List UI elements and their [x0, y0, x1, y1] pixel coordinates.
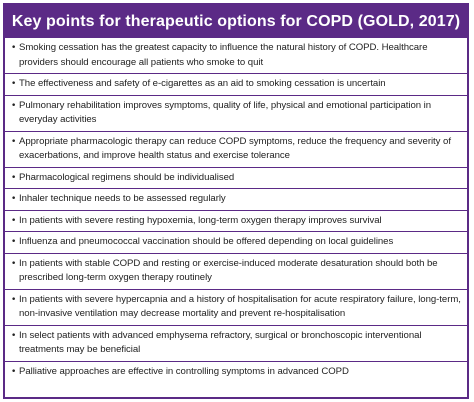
list-item-text: Pharmacological regimens should be indiv…	[19, 171, 235, 183]
list-item: • Influenza and pneumococcal vaccination…	[5, 232, 467, 254]
list-item: • Palliative approaches are effective in…	[5, 362, 467, 383]
list-item: • Pulmonary rehabilitation improves symp…	[5, 96, 467, 132]
bullet-icon: •	[11, 79, 17, 89]
list-item: • Pharmacological regimens should be ind…	[5, 168, 467, 189]
list-item-text: Palliative approaches are effective in c…	[19, 365, 349, 377]
list-item: • The effectiveness and safety of e-ciga…	[5, 74, 467, 96]
title-bar: Key points for therapeutic options for C…	[5, 5, 467, 38]
bullet-icon: •	[11, 237, 17, 247]
list-item: • Smoking cessation has the greatest cap…	[5, 38, 467, 74]
list-item-text: In patients with severe resting hypoxemi…	[19, 214, 382, 226]
list-item-text: In patients with severe hypercapnia and …	[19, 293, 461, 320]
panel-title: Key points for therapeutic options for C…	[11, 12, 461, 30]
list-item: • Inhaler technique needs to be assessed…	[5, 189, 467, 211]
list-item-text: In select patients with advanced emphyse…	[19, 329, 422, 356]
list-item-text: Influenza and pneumococcal vaccination s…	[19, 236, 394, 247]
bullet-icon: •	[11, 215, 17, 226]
bullet-icon: •	[11, 258, 17, 269]
bullet-icon: •	[11, 366, 17, 377]
key-points-list: • Smoking cessation has the greatest cap…	[5, 38, 467, 382]
bullet-icon: •	[11, 330, 17, 341]
bullet-icon: •	[11, 194, 17, 204]
list-item-text: Appropriate pharmacologic therapy can re…	[19, 135, 451, 162]
list-item: • In patients with severe hypercapnia an…	[5, 290, 467, 326]
bullet-icon: •	[11, 172, 17, 183]
bullet-icon: •	[11, 100, 17, 111]
bullet-icon: •	[11, 43, 17, 53]
bullet-icon: •	[11, 136, 17, 147]
key-points-panel: Key points for therapeutic options for C…	[3, 3, 469, 399]
list-item: • In patients with severe resting hypoxe…	[5, 211, 467, 232]
bullet-icon: •	[11, 294, 17, 305]
list-item-text: Smoking cessation has the greatest capac…	[19, 42, 428, 68]
list-item-text: Inhaler technique needs to be assessed r…	[19, 193, 226, 204]
list-item: • Appropriate pharmacologic therapy can …	[5, 132, 467, 168]
list-item: • In patients with stable COPD and resti…	[5, 254, 467, 290]
list-item-text: In patients with stable COPD and resting…	[19, 257, 438, 284]
list-item-text: The effectiveness and safety of e-cigare…	[19, 78, 386, 89]
list-item-text: Pulmonary rehabilitation improves sympto…	[19, 99, 431, 126]
list-item: • In select patients with advanced emphy…	[5, 326, 467, 362]
